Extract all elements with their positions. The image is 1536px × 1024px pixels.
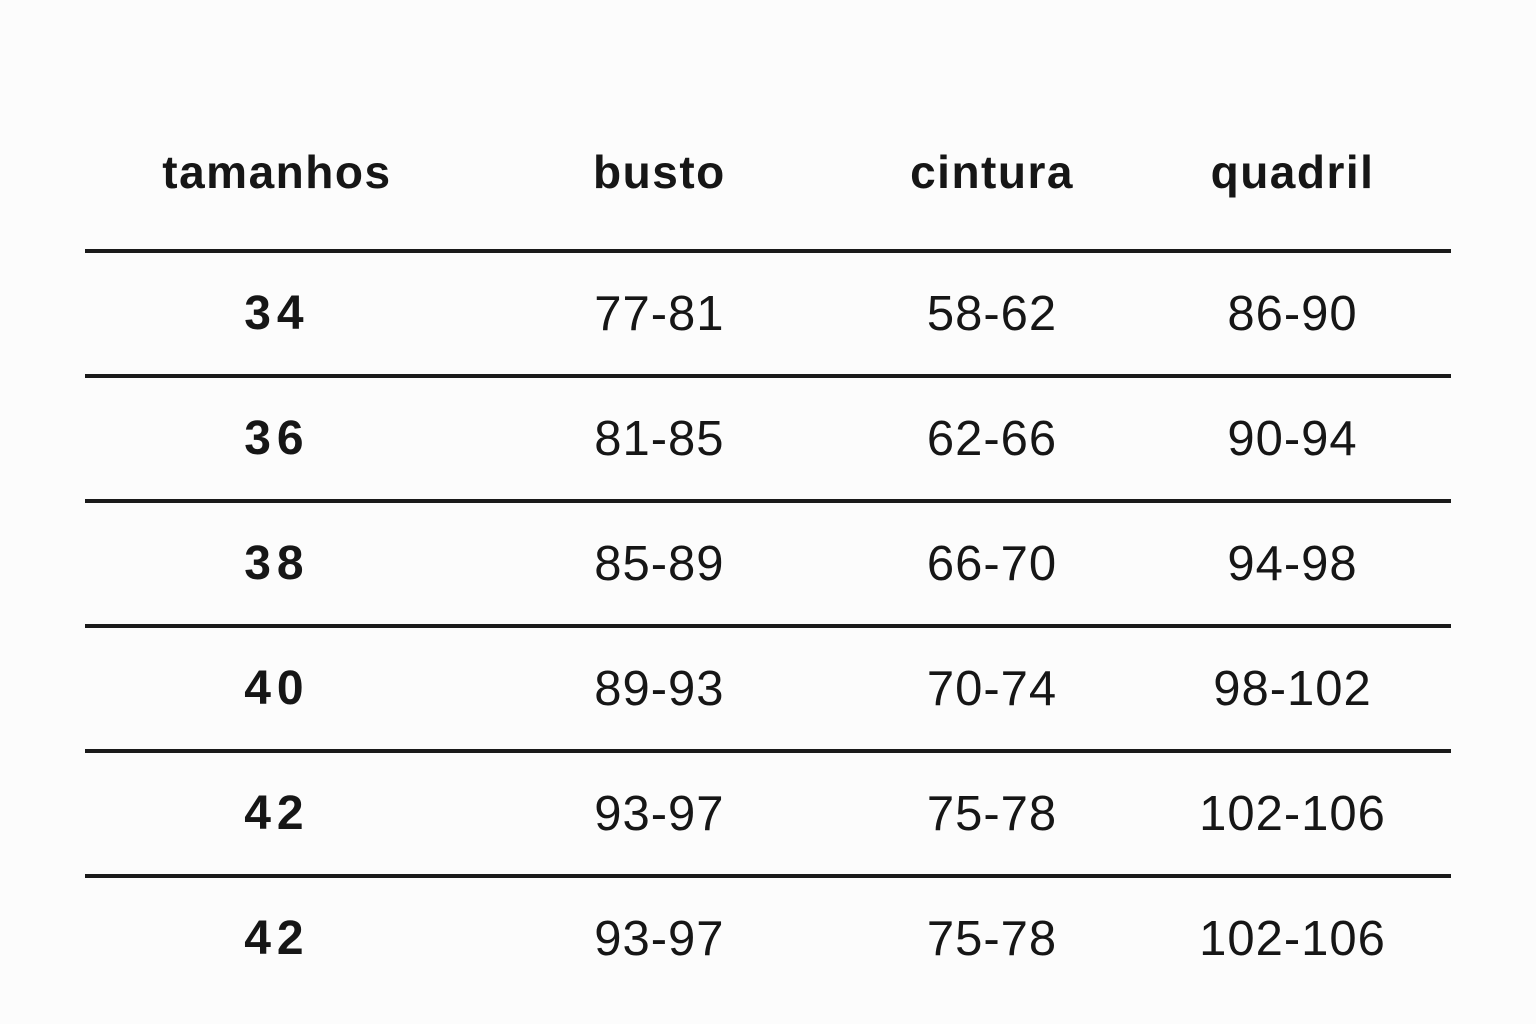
column-header-busto: busto	[593, 145, 726, 198]
size-value: 40	[244, 662, 310, 715]
cintura-range: 58-62	[926, 286, 1058, 341]
quadril-range: 102-106	[1199, 786, 1386, 841]
size-value: 42	[244, 787, 310, 840]
busto-range: 93-97	[594, 911, 725, 966]
cintura-range: 62-66	[926, 411, 1058, 466]
busto-range: 85-89	[594, 536, 725, 591]
cintura-range: 70-74	[926, 661, 1058, 716]
busto-range: 89-93	[594, 661, 725, 716]
size-value: 42	[244, 912, 310, 965]
cintura-range: 66-70	[926, 536, 1058, 591]
table-row: 42 93-97 75-78 102-106	[85, 874, 1451, 999]
column-header-cintura: cintura	[910, 145, 1074, 198]
quadril-range: 86-90	[1227, 286, 1358, 341]
quadril-range: 102-106	[1199, 911, 1386, 966]
busto-range: 77-81	[594, 286, 725, 341]
quadril-range: 94-98	[1227, 536, 1358, 591]
cintura-range: 75-78	[926, 911, 1058, 966]
table-row: 40 89-93 70-74 98-102	[85, 624, 1451, 749]
size-value: 36	[244, 412, 310, 465]
table-row: 42 93-97 75-78 102-106	[85, 749, 1451, 874]
size-value: 34	[244, 287, 310, 340]
busto-range: 81-85	[594, 411, 725, 466]
quadril-range: 90-94	[1227, 411, 1358, 466]
table-row: 38 85-89 66-70 94-98	[85, 499, 1451, 624]
size-value: 38	[244, 537, 310, 590]
quadril-range: 98-102	[1213, 661, 1372, 716]
table-row: 36 81-85 62-66 90-94	[85, 374, 1451, 499]
size-chart-table: tamanhos busto cintura quadril 34 77-81 …	[85, 94, 1451, 999]
column-header-tamanhos: tamanhos	[162, 145, 392, 198]
cintura-range: 75-78	[926, 786, 1058, 841]
column-header-quadril: quadril	[1210, 145, 1375, 198]
busto-range: 93-97	[594, 786, 725, 841]
header-row: tamanhos busto cintura quadril	[85, 94, 1451, 249]
table-row: 34 77-81 58-62 86-90	[85, 249, 1451, 374]
